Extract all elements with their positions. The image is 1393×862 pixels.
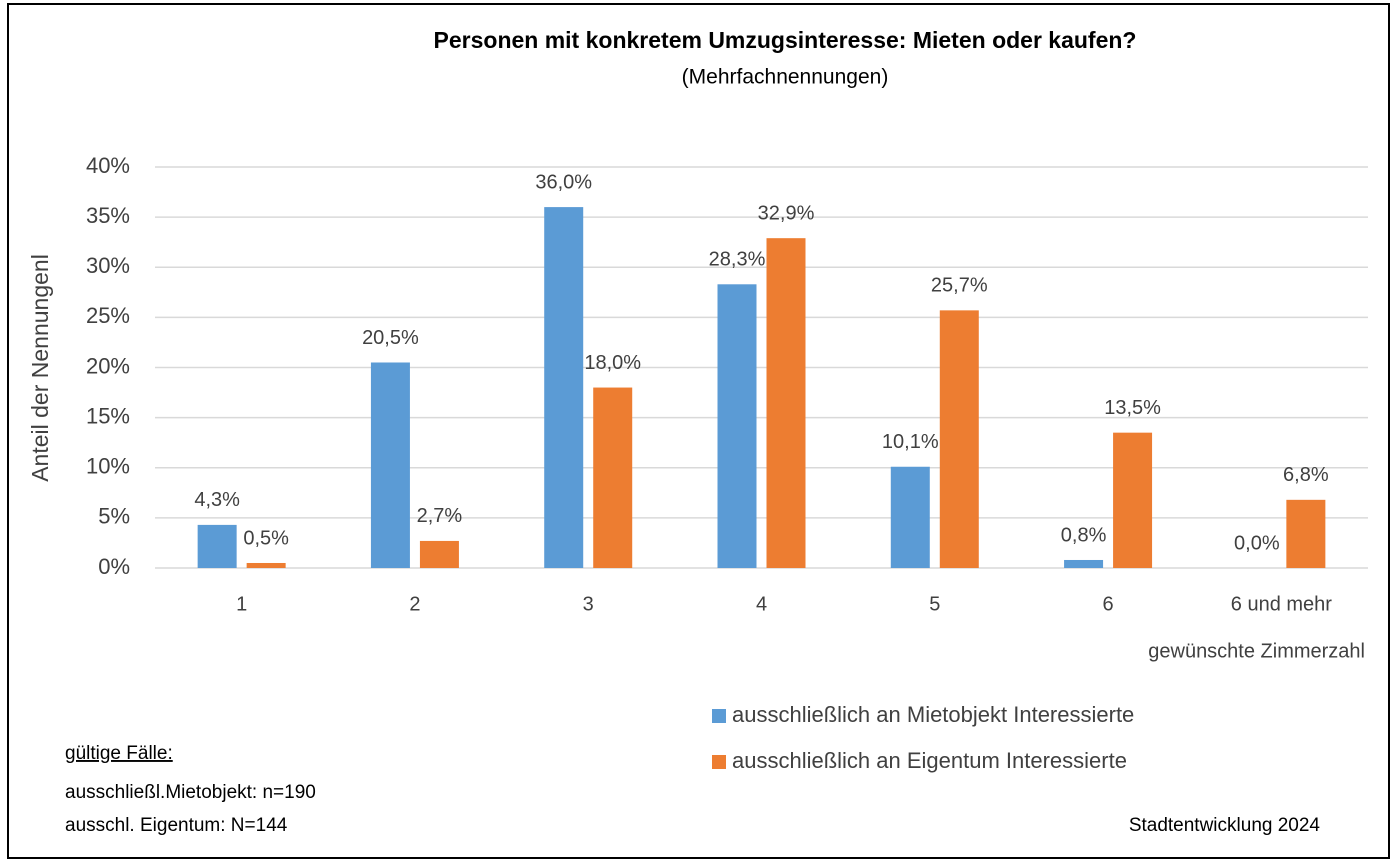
note: ausschließl.Mietobjekt: n=190 [65,782,316,803]
bar [890,466,930,568]
bar [593,387,633,568]
bar [246,562,286,568]
y-tick-label: 40% [86,153,130,178]
bar [766,238,806,569]
bar [1064,559,1104,568]
data-label: 2,7% [417,505,463,527]
x-tick-label: 3 [583,593,594,615]
y-tick-label: 0% [98,554,130,579]
legend-swatch [712,709,726,723]
bar [197,524,237,568]
frame [7,3,1390,859]
note: ausschl. Eigentum: N=144 [65,815,288,836]
y-tick-label: 5% [98,504,130,529]
bar [419,540,459,568]
x-tick-label: 6 [1103,593,1114,615]
source: Stadtentwicklung 2024 [1129,815,1321,836]
bar [1286,499,1326,568]
data-label: 4,3% [194,489,240,511]
bar [370,362,410,568]
note-heading: gültige Fälle: [65,743,173,764]
bar [717,284,757,568]
chart-title: Personen mit konkretem Umzugsinteresse: … [434,27,1137,53]
y-tick-label: 15% [86,403,130,428]
data-label: 20,5% [362,327,419,349]
y-axis-label: Anteil der Nennungenl [27,254,53,482]
x-tick-label: 1 [236,593,247,615]
x-tick-label: 5 [929,593,940,615]
legend-swatch [712,755,726,769]
x-axis-label: gewünschte Zimmerzahl [1148,640,1365,662]
data-label: 18,0% [584,352,641,374]
data-label: 25,7% [931,275,988,297]
data-label: 6,8% [1283,464,1329,486]
legend-label: ausschließlich an Mietobjekt Interessier… [732,702,1134,727]
data-label: 32,9% [758,202,815,224]
bar [544,207,584,568]
data-label: 13,5% [1104,397,1161,419]
y-tick-label: 10% [86,454,130,479]
x-tick-label: 6 und mehr [1231,593,1333,615]
data-label: 36,0% [535,171,592,193]
bar [1113,432,1153,568]
data-label: 0,5% [243,527,289,549]
data-label: 0,0% [1234,532,1280,554]
x-tick-label: 2 [409,593,420,615]
y-tick-label: 35% [86,203,130,228]
bar [939,310,979,568]
y-tick-label: 25% [86,303,130,328]
data-label: 0,8% [1061,524,1107,546]
legend-label: ausschließlich an Eigentum Interessierte [732,748,1127,773]
chart-subtitle: (Mehrfachnennungen) [682,66,889,89]
data-label: 10,1% [882,431,939,453]
x-tick-label: 4 [756,593,767,615]
y-tick-label: 30% [86,253,130,278]
data-label: 28,3% [709,249,766,271]
y-tick-label: 20% [86,353,130,378]
